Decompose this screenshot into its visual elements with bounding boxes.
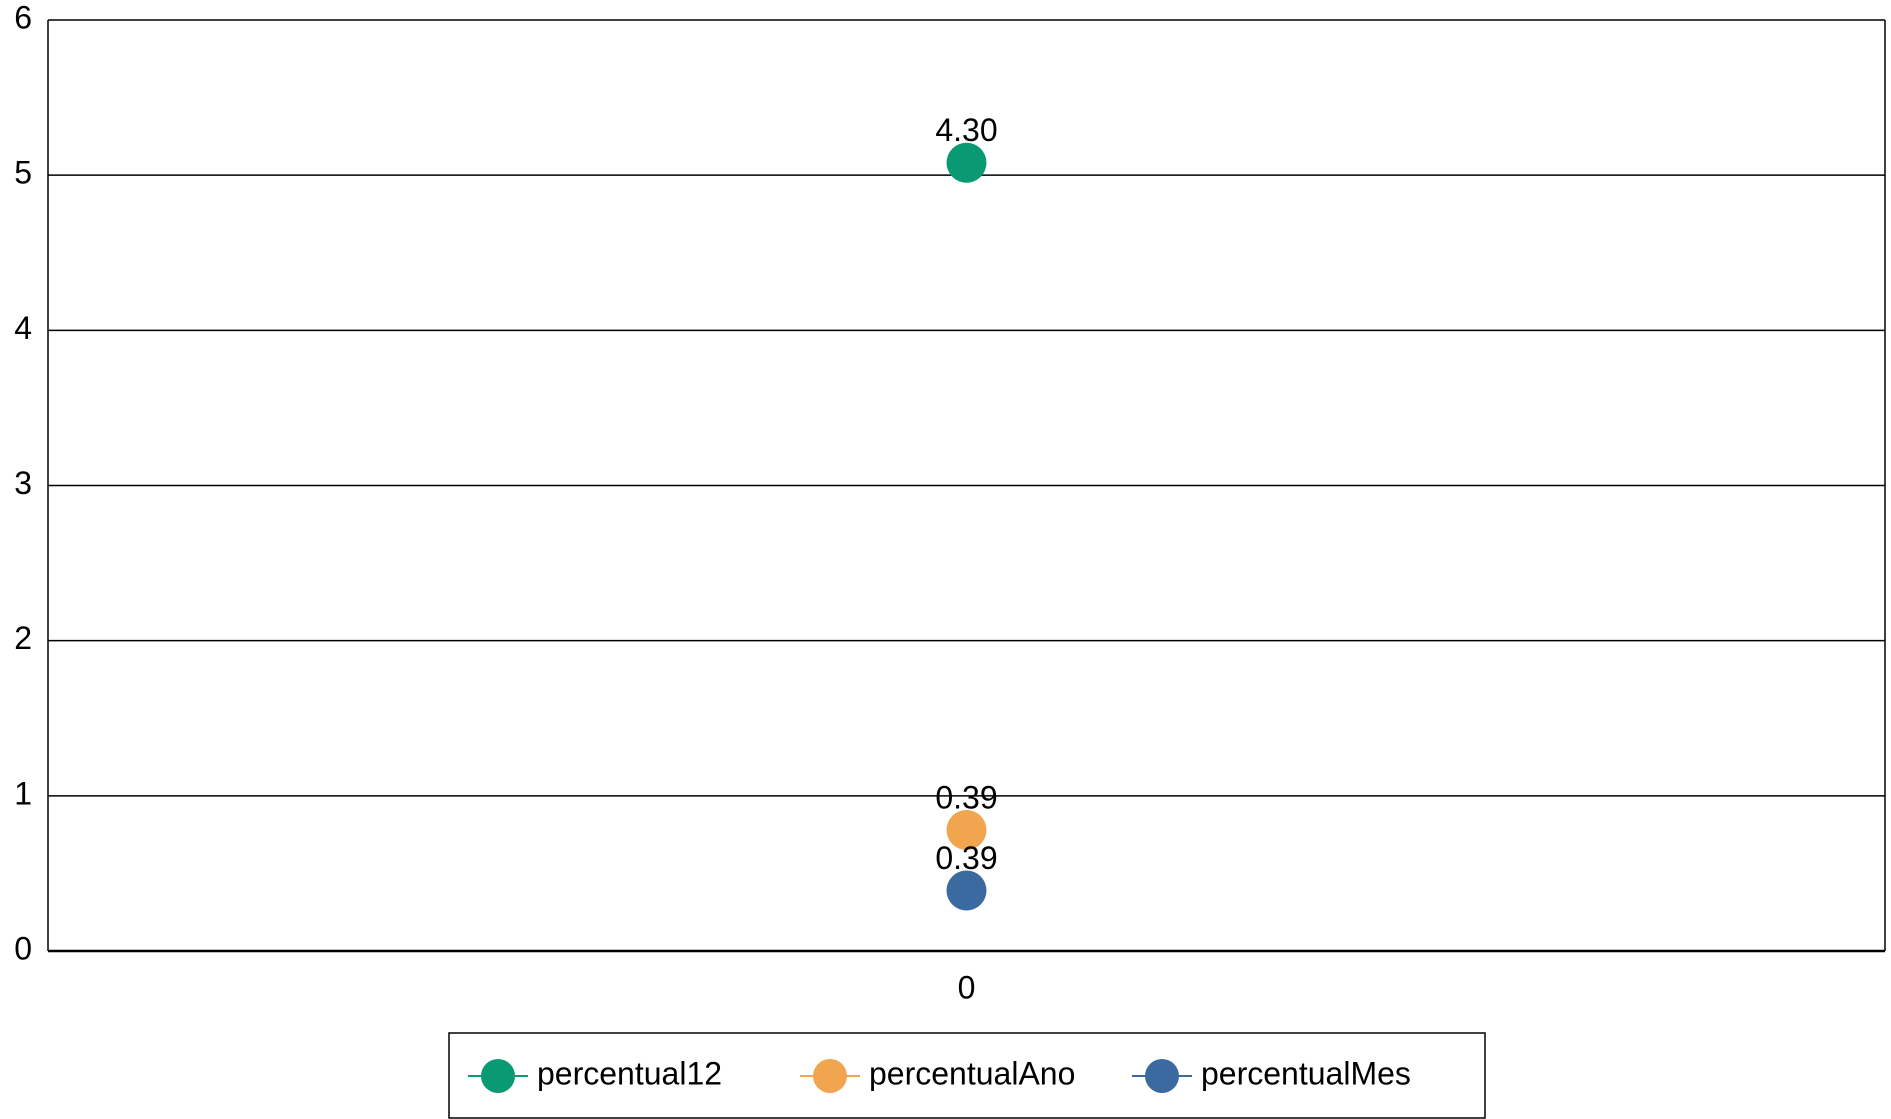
y-tick-label: 2 [14,620,32,656]
legend-label: percentualMes [1201,1055,1411,1091]
y-tick-label: 6 [14,0,32,35]
y-tick-label: 3 [14,465,32,501]
data-label: 0.39 [935,779,997,815]
data-label: 4.30 [935,112,997,148]
legend-box [448,1032,1486,1119]
data-point [946,809,987,850]
y-tick-label: 1 [14,775,32,811]
legend-marker [1145,1059,1179,1093]
data-label: 0.39 [935,840,997,876]
legend-label: percentualAno [869,1055,1075,1091]
legend-marker [813,1059,847,1093]
data-point [946,142,987,183]
data-point [946,870,987,911]
legend-marker [481,1059,515,1093]
y-tick-label: 5 [14,155,32,191]
legend-label: percentual12 [537,1055,722,1091]
x-tick-label: 0 [958,969,976,1005]
y-tick-label: 0 [14,930,32,966]
y-tick-label: 4 [14,310,32,346]
